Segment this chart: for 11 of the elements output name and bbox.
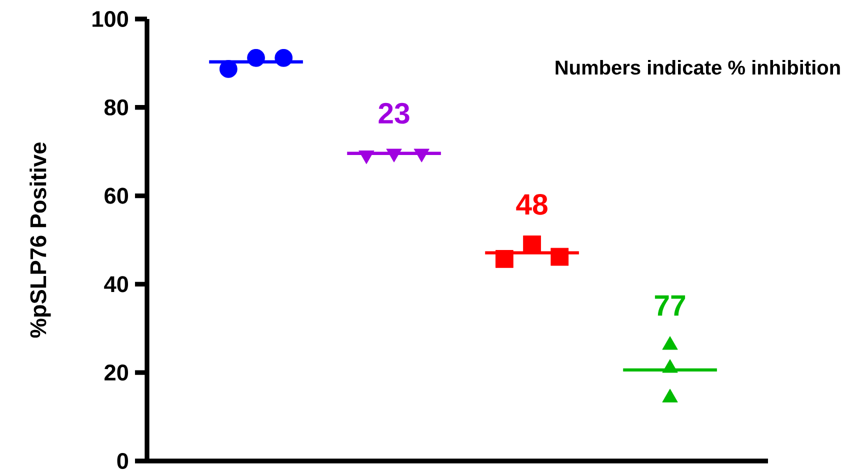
text: 77: [654, 295, 686, 316]
y-axis-title: %pSLP76 Positive: [30, 142, 51, 338]
y-tick-label: 60: [104, 188, 128, 204]
annotation: Numbers indicate % inhibition: [556, 60, 840, 74]
text: 23: [378, 102, 410, 124]
y-tick-label: 80: [104, 99, 128, 116]
y-tick-label: 40: [104, 276, 128, 292]
y-tick-label: 20: [104, 364, 128, 380]
text: 48: [516, 194, 548, 215]
y-tick-label: 0: [117, 452, 128, 469]
y-tick-label: 100: [92, 10, 128, 27]
